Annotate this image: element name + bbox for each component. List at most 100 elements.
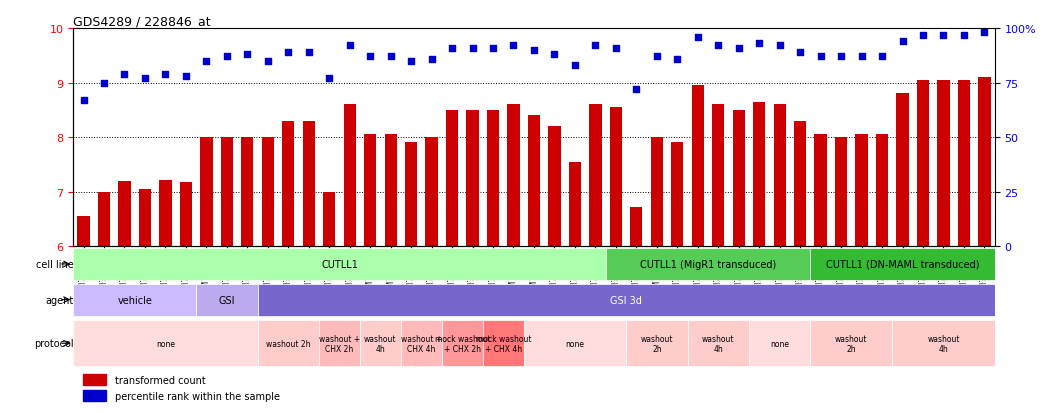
FancyBboxPatch shape [258, 284, 995, 316]
Point [116, 71, 133, 78]
Bar [139, 190, 151, 247]
Bar [753, 102, 765, 247]
Point [341, 43, 358, 50]
Bar [118, 181, 131, 247]
Text: cell line: cell line [36, 259, 73, 269]
Point [587, 43, 604, 50]
FancyBboxPatch shape [626, 320, 688, 367]
Point [853, 54, 870, 60]
FancyBboxPatch shape [524, 320, 626, 367]
Point [136, 76, 153, 82]
Bar [282, 121, 294, 247]
Text: GSI: GSI [219, 295, 236, 305]
FancyBboxPatch shape [360, 320, 401, 367]
Point [505, 43, 521, 50]
Text: washout
4h: washout 4h [364, 334, 397, 353]
Point [669, 56, 686, 63]
Point [362, 54, 379, 60]
Point [772, 43, 788, 50]
Bar [774, 105, 786, 247]
FancyBboxPatch shape [73, 320, 258, 367]
Bar [896, 94, 909, 247]
Point [628, 87, 645, 93]
Bar [650, 138, 663, 247]
Point [75, 97, 92, 104]
Text: washout
2h: washout 2h [836, 334, 868, 353]
FancyBboxPatch shape [73, 248, 605, 280]
FancyBboxPatch shape [442, 320, 483, 367]
Bar [364, 135, 376, 247]
Point [607, 45, 624, 52]
Bar [343, 105, 356, 247]
Point [547, 52, 563, 58]
Text: CUTLL1: CUTLL1 [321, 259, 358, 269]
Bar [425, 138, 438, 247]
Bar [630, 207, 643, 247]
Bar [876, 135, 888, 247]
Point [792, 50, 808, 56]
Bar [324, 192, 335, 247]
Text: vehicle: vehicle [117, 295, 152, 305]
Bar [180, 182, 192, 247]
Point [382, 54, 399, 60]
Text: none: none [156, 339, 175, 348]
FancyBboxPatch shape [73, 284, 196, 316]
Point [894, 39, 911, 45]
Text: protocol: protocol [34, 338, 73, 349]
Text: transformed count: transformed count [115, 375, 205, 385]
Point [300, 50, 317, 56]
Bar [83, 391, 106, 401]
Bar [692, 86, 704, 247]
Bar [549, 127, 560, 247]
FancyBboxPatch shape [401, 320, 442, 367]
Bar [446, 111, 459, 247]
Point [731, 45, 748, 52]
Bar [83, 375, 106, 385]
Bar [589, 105, 602, 247]
FancyBboxPatch shape [688, 320, 749, 367]
Bar [794, 121, 806, 247]
Text: washout +
CHX 2h: washout + CHX 2h [319, 334, 360, 353]
FancyBboxPatch shape [810, 320, 892, 367]
Point [873, 54, 890, 60]
Bar [487, 111, 499, 247]
Text: GDS4289 / 228846_at: GDS4289 / 228846_at [73, 15, 210, 28]
Point [95, 80, 112, 87]
Point [198, 58, 215, 65]
Bar [917, 81, 929, 247]
Bar [466, 111, 478, 247]
Bar [834, 138, 847, 247]
Point [260, 58, 276, 65]
Text: agent: agent [45, 295, 73, 305]
Point [157, 71, 174, 78]
Bar [303, 121, 315, 247]
Point [280, 50, 296, 56]
Point [219, 54, 236, 60]
Bar [712, 105, 725, 247]
Point [832, 54, 849, 60]
Bar [241, 138, 253, 247]
Bar [609, 108, 622, 247]
Point [689, 34, 706, 41]
Point [751, 41, 767, 47]
Text: washout
2h: washout 2h [641, 334, 673, 353]
Bar [978, 78, 990, 247]
FancyBboxPatch shape [749, 320, 810, 367]
Text: washout 2h: washout 2h [266, 339, 311, 348]
Point [935, 32, 952, 39]
Bar [159, 180, 172, 247]
Bar [855, 135, 868, 247]
Point [526, 47, 542, 54]
FancyBboxPatch shape [258, 320, 319, 367]
Text: washout
4h: washout 4h [928, 334, 960, 353]
Bar [815, 135, 827, 247]
Point [915, 32, 932, 39]
FancyBboxPatch shape [892, 320, 995, 367]
Point [812, 54, 829, 60]
Point [485, 45, 502, 52]
Point [648, 54, 665, 60]
FancyBboxPatch shape [196, 284, 258, 316]
Bar [671, 143, 684, 247]
Bar [200, 138, 213, 247]
Point [566, 63, 583, 69]
